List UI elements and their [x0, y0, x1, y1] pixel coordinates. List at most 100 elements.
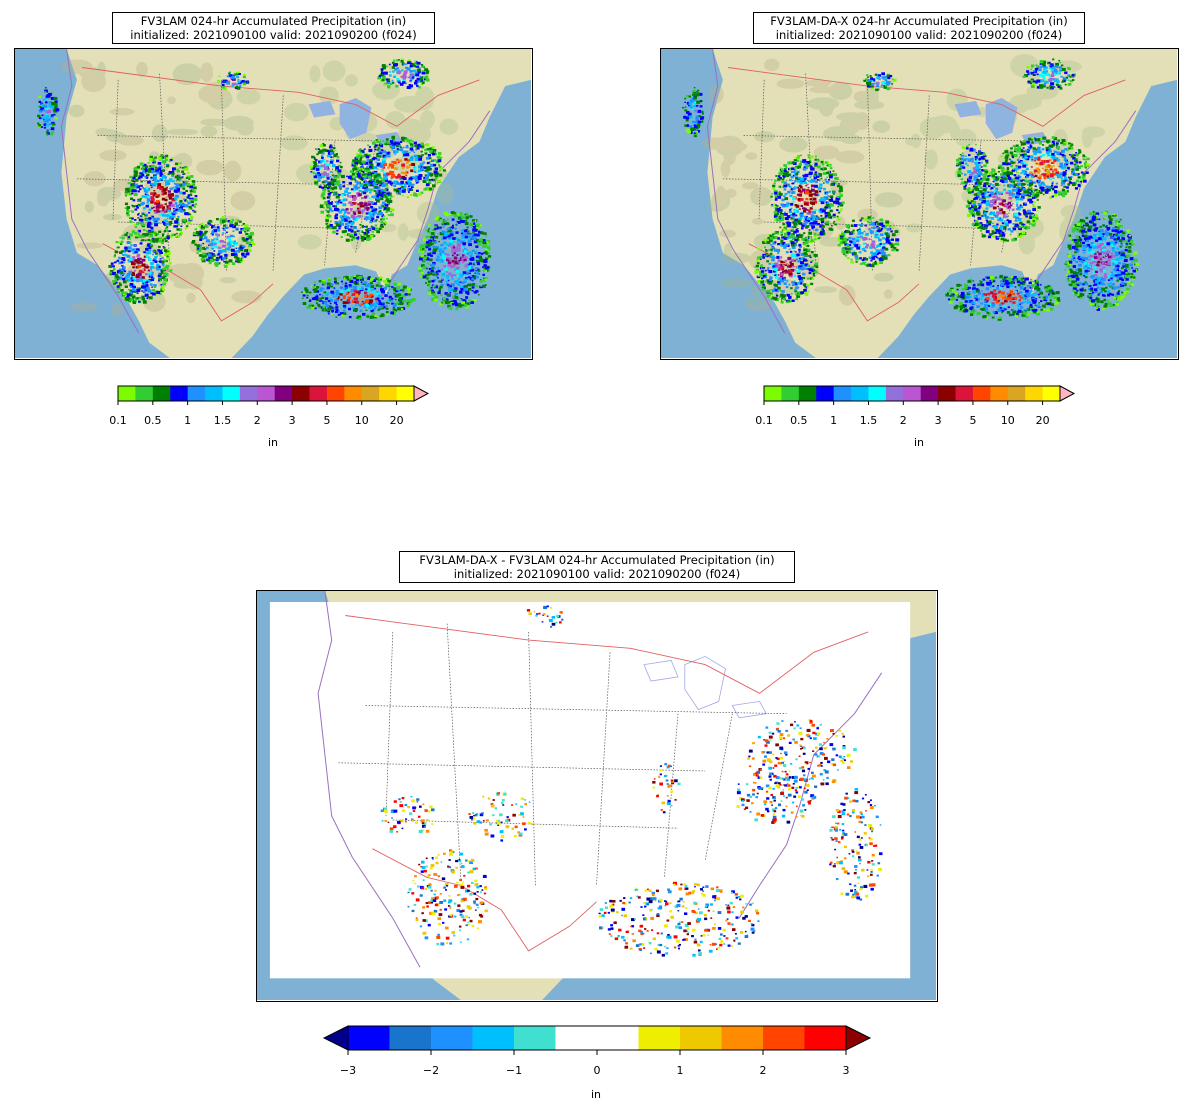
colorbar-swatch: [938, 386, 957, 401]
colorbar-tick-label: 10: [354, 414, 369, 427]
difference-field: [380, 605, 883, 957]
colorbar-tick-label: 0.1: [109, 414, 127, 427]
colorbar-swatch: [396, 386, 415, 401]
colorbar-swatch: [798, 386, 817, 401]
colorbar-swatch: [955, 386, 974, 401]
panel3-map: [256, 590, 938, 1002]
colorbar-swatch: [885, 386, 904, 401]
colorbar-swatch: [389, 1026, 432, 1050]
colorbar-swatch: [431, 1026, 473, 1050]
panel3-colorbar: −3 −2 −1 0 1 2 3 in: [322, 1025, 872, 1106]
colorbar-swatch: [472, 1026, 515, 1050]
panel3-colorbar-bar: [322, 1025, 872, 1055]
colorbar-swatch: [309, 386, 328, 401]
difference-domain: [269, 602, 911, 979]
colorbar-tick-label: 1: [830, 414, 838, 427]
colorbar-swatch: [361, 386, 380, 401]
lake: [308, 101, 336, 118]
colorbar-outline: [117, 385, 415, 402]
panel1-title-line2: initialized: 2021090100 valid: 202109020…: [130, 28, 417, 42]
colorbar-tick-label: 1.5: [213, 414, 232, 427]
colorbar-swatch: [292, 386, 311, 401]
panel2-colorbar: 0.1 0.5 1 1.5 2 3 5 10 20 in: [755, 385, 1084, 456]
colorbar-swatch: [903, 386, 922, 401]
colorbar-swatch: [274, 386, 293, 401]
precip-field: [37, 58, 492, 321]
panel1-colorbar-bar: [117, 385, 430, 405]
colorbar-swatch: [187, 386, 206, 401]
state-borders: [338, 623, 787, 886]
colorbar-swatch: [721, 1026, 764, 1050]
colorbar-swatch: [781, 386, 800, 401]
colorbar-tick-label: 2: [759, 1064, 767, 1077]
colorbar-swatch: [348, 1026, 390, 1050]
colorbar-swatch: [833, 386, 852, 401]
panel1-map-canvas: [15, 49, 531, 358]
colorbar-swatch: [257, 386, 276, 401]
colorbar-tick-label: 2: [253, 414, 261, 427]
panel3-title: FV3LAM-DA-X - FV3LAM 024-hr Accumulated …: [399, 551, 795, 583]
colorbar-tick-label: 0.5: [144, 414, 162, 427]
colorbar-tick-label: 1: [676, 1064, 684, 1077]
colorbar-tick-label: 20: [389, 414, 404, 427]
panel2-colorbar-bar: [763, 385, 1076, 405]
colorbar-tick-label: 5: [969, 414, 977, 427]
colorbar-swatch: [680, 1026, 722, 1050]
colorbar-tick-label: 5: [323, 414, 331, 427]
colorbar-swatch: [1025, 386, 1044, 401]
panel2-map-canvas: [661, 49, 1177, 358]
colorbar-tick-label: 3: [842, 1064, 850, 1077]
colorbar-tick-label: −3: [339, 1064, 357, 1077]
colorbar-swatch: [326, 386, 345, 401]
colorbar-swatch: [152, 386, 171, 401]
colorbar-swatch: [1042, 386, 1061, 401]
colorbar-extend-min: [322, 1025, 349, 1051]
colorbar-tick-label: 0.1: [755, 414, 773, 427]
lake: [954, 101, 982, 118]
land: [661, 49, 1177, 358]
panel3-map-canvas: [257, 591, 936, 1000]
colorbar-tick-label: 20: [1035, 414, 1050, 427]
colorbar-extend-max: [1059, 385, 1076, 402]
panel2-title: FV3LAM-DA-X 024-hr Accumulated Precipita…: [753, 12, 1085, 44]
panel2-title-line1: FV3LAM-DA-X 024-hr Accumulated Precipita…: [770, 14, 1068, 28]
colorbar-swatch: [239, 386, 258, 401]
colorbar-swatch: [1007, 386, 1026, 401]
colorbar-swatch: [205, 386, 223, 401]
colorbar-swatch: [764, 386, 782, 401]
colorbar-swatch: [222, 386, 241, 401]
colorbar-extend-max: [845, 1025, 872, 1051]
panel2-map: [660, 48, 1179, 360]
coastlines: [706, 49, 1137, 334]
coastlines: [317, 591, 883, 968]
colorbar-tick-label: 2: [899, 414, 907, 427]
panel1-title: FV3LAM 024-hr Accumulated Precipitation …: [112, 12, 435, 44]
colorbar-extend-max: [413, 385, 430, 402]
colorbar-swatch: [170, 386, 189, 401]
colorbar-swatch: [514, 1026, 556, 1050]
colorbar-swatch: [920, 386, 939, 401]
panel1-title-line1: FV3LAM 024-hr Accumulated Precipitation …: [140, 14, 407, 28]
colorbar-tick-label: 10: [1000, 414, 1015, 427]
lake: [684, 655, 726, 711]
precip-field: [682, 58, 1140, 321]
colorbar-swatch: [597, 1026, 639, 1050]
colorbar-tick-label: −2: [422, 1064, 440, 1077]
colorbar-swatch: [118, 386, 136, 401]
colorbar-swatch: [135, 386, 154, 401]
panel3-title-line2: initialized: 2021090100 valid: 202109020…: [453, 567, 741, 581]
colorbar-tick-label: 3: [288, 414, 296, 427]
panel1-colorbar: 0.1 0.5 1 1.5 2 3 5 10 20 in: [109, 385, 438, 456]
colorbar-swatch: [868, 386, 887, 401]
colorbar-swatch: [638, 1026, 681, 1050]
colorbar-swatch: [990, 386, 1009, 401]
colorbar-swatch: [972, 386, 991, 401]
colorbar-tick-label: 0.5: [790, 414, 808, 427]
panel3-title-line1: FV3LAM-DA-X - FV3LAM 024-hr Accumulated …: [419, 553, 775, 567]
lake: [643, 660, 679, 682]
colorbar-tick-label: 3: [934, 414, 942, 427]
colorbar-swatch: [763, 1026, 805, 1050]
panel2-title-line2: initialized: 2021090100 valid: 202109020…: [775, 28, 1063, 42]
colorbar-tick-label: 1: [184, 414, 192, 427]
colorbar-tick-label: 0: [593, 1064, 601, 1077]
